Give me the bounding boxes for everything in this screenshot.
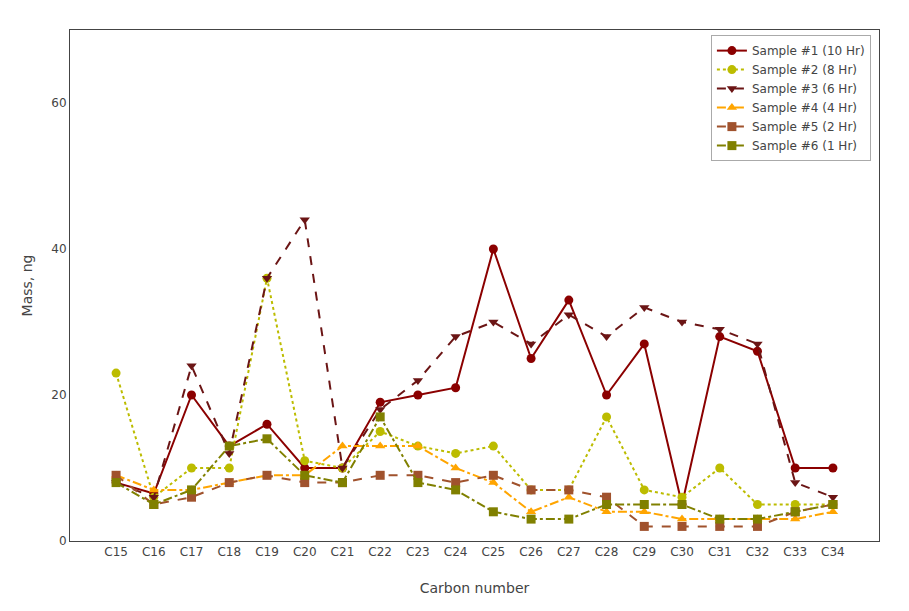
svg-text:Sample #5 (2 Hr): Sample #5 (2 Hr) — [752, 120, 857, 134]
svg-text:Sample #1 (10 Hr): Sample #1 (10 Hr) — [752, 44, 865, 58]
svg-text:C22: C22 — [368, 545, 392, 559]
svg-text:Sample #3 (6 Hr): Sample #3 (6 Hr) — [752, 82, 857, 96]
svg-text:C32: C32 — [746, 545, 770, 559]
svg-text:C34: C34 — [821, 545, 845, 559]
svg-text:C15: C15 — [104, 545, 128, 559]
svg-text:C27: C27 — [557, 545, 581, 559]
svg-text:Sample #4 (4 Hr): Sample #4 (4 Hr) — [752, 101, 857, 115]
svg-text:C29: C29 — [632, 545, 656, 559]
svg-text:Carbon number: Carbon number — [420, 580, 530, 596]
svg-text:C31: C31 — [708, 545, 732, 559]
svg-text:C18: C18 — [217, 545, 241, 559]
svg-text:40: 40 — [51, 242, 66, 256]
svg-text:C19: C19 — [255, 545, 279, 559]
svg-text:C28: C28 — [595, 545, 619, 559]
svg-text:60: 60 — [51, 96, 66, 110]
svg-text:C21: C21 — [331, 545, 355, 559]
svg-text:C20: C20 — [293, 545, 317, 559]
svg-text:C24: C24 — [444, 545, 468, 559]
svg-text:Sample #6 (1 Hr): Sample #6 (1 Hr) — [752, 139, 857, 153]
svg-text:C16: C16 — [142, 545, 166, 559]
svg-text:20: 20 — [51, 388, 66, 402]
svg-text:0: 0 — [59, 534, 67, 548]
svg-text:C23: C23 — [406, 545, 430, 559]
svg-text:C33: C33 — [783, 545, 807, 559]
svg-text:C17: C17 — [180, 545, 204, 559]
svg-text:Sample #2 (8 Hr): Sample #2 (8 Hr) — [752, 63, 857, 77]
svg-text:C25: C25 — [482, 545, 506, 559]
svg-text:C26: C26 — [519, 545, 543, 559]
svg-text:C30: C30 — [670, 545, 694, 559]
svg-text:Mass, ng: Mass, ng — [19, 255, 35, 317]
